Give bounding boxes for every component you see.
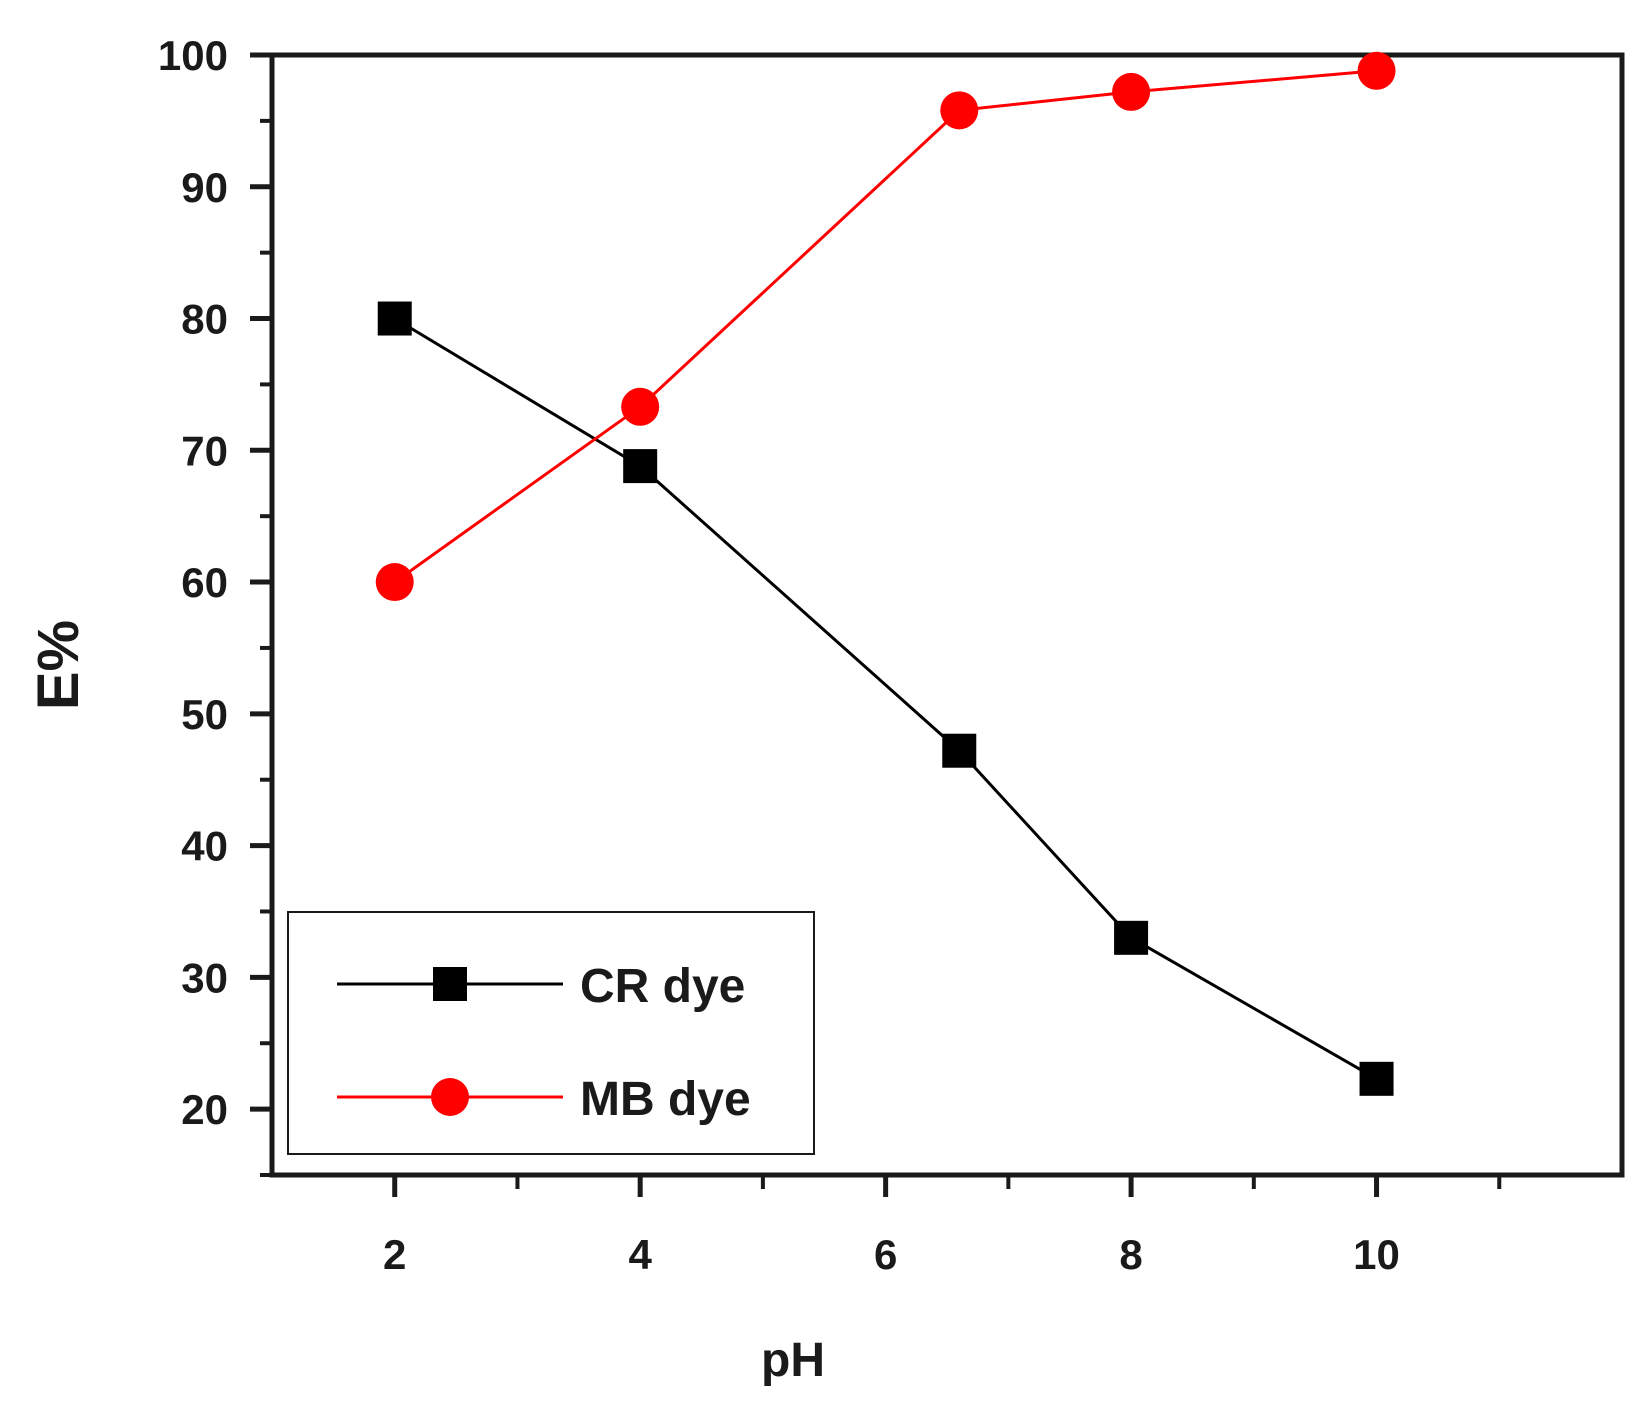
data-point-cr-dye xyxy=(623,449,658,484)
legend-marker-cr xyxy=(433,967,467,1001)
data-point-mb-dye xyxy=(1112,72,1151,111)
x-tick-label: 10 xyxy=(1353,1231,1400,1278)
legend-label-mb: MB dye xyxy=(580,1073,751,1126)
x-tick-labels: 2 4 6 8 10 xyxy=(383,1231,1400,1278)
y-tick-label: 90 xyxy=(181,164,228,211)
data-point-cr-dye xyxy=(1359,1061,1394,1096)
data-point-cr-dye xyxy=(377,301,412,336)
legend-box xyxy=(287,911,815,1155)
data-point-mb-dye xyxy=(375,563,414,602)
x-tick-label: 2 xyxy=(383,1231,406,1278)
x-tick-label: 4 xyxy=(629,1231,653,1278)
x-tick-label: 8 xyxy=(1119,1231,1142,1278)
data-point-mb-dye xyxy=(1357,51,1396,90)
data-point-cr-dye xyxy=(942,733,977,768)
y-tick-label: 60 xyxy=(181,559,228,606)
axis-ticks xyxy=(250,52,1502,1197)
y-tick-label: 50 xyxy=(181,691,228,738)
y-tick-label: 30 xyxy=(181,954,228,1001)
y-tick-label: 100 xyxy=(158,32,228,79)
x-tick-label: 6 xyxy=(874,1231,897,1278)
y-axis-title: E% xyxy=(26,620,91,710)
y-tick-label: 80 xyxy=(181,296,228,343)
y-tick-labels: 20 30 40 50 60 70 80 90 100 xyxy=(158,32,228,1133)
y-tick-label: 70 xyxy=(181,427,228,474)
series-layer xyxy=(375,51,1396,1096)
data-point-cr-dye xyxy=(1114,920,1149,955)
legend-label-cr: CR dye xyxy=(580,960,745,1013)
data-point-mb-dye xyxy=(621,387,660,426)
y-tick-label: 40 xyxy=(181,823,228,870)
legend: CR dye MB dye xyxy=(287,911,815,1155)
x-axis-title: pH xyxy=(761,1334,825,1387)
y-tick-label: 20 xyxy=(181,1086,228,1133)
data-point-mb-dye xyxy=(940,91,979,130)
legend-marker-mb xyxy=(431,1078,469,1116)
